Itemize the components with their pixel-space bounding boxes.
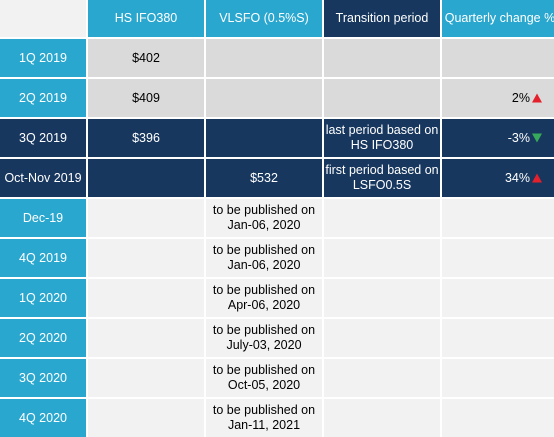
transition-cell [324,199,440,237]
hs-price-cell: $409 [88,79,204,117]
transition-cell: first period based on LSFO0.5S [324,159,440,197]
period-cell: 1Q 2020 [0,279,86,317]
publish-note: to be published on [212,403,316,417]
hs-price-cell: $396 [88,119,204,157]
period-cell: Dec-19 [0,199,86,237]
transition-line-1: first period based on [325,163,439,177]
period-cell: 4Q 2020 [0,399,86,437]
change-cell [442,279,554,317]
hs-price-cell [88,399,204,437]
transition-line-1: last period based on [325,123,439,137]
hs-price-cell [88,199,204,237]
publish-date: Jan-06, 2020 [227,218,301,232]
vlsfo-cell: to be published on Jan-06, 2020 [206,239,322,277]
period-cell: 2Q 2020 [0,319,86,357]
period-cell: 2Q 2019 [0,79,86,117]
transition-cell [324,319,440,357]
hs-price-cell [88,159,204,197]
change-cell [442,239,554,277]
transition-cell [324,239,440,277]
publish-note: to be published on [212,203,316,217]
vlsfo-cell: $532 [206,159,322,197]
vlsfo-cell: to be published on Oct-05, 2020 [206,359,322,397]
triangle-down-icon [532,133,542,143]
change-cell: 2% [442,79,554,117]
publish-date: July-03, 2020 [226,338,302,352]
transition-cell [324,399,440,437]
publish-note: to be published on [212,323,316,337]
header-blank [0,0,86,37]
hs-price-cell [88,319,204,357]
vlsfo-cell [206,39,322,77]
vlsfo-cell: to be published on Jan-06, 2020 [206,199,322,237]
transition-line-2: LSFO0.5S [352,178,412,192]
period-cell: 3Q 2020 [0,359,86,397]
vlsfo-cell: to be published on July-03, 2020 [206,319,322,357]
transition-line-2: HS IFO380 [350,138,414,152]
change-cell: -3% [442,119,554,157]
period-cell: Oct-Nov 2019 [0,159,86,197]
vlsfo-cell [206,79,322,117]
transition-cell [324,39,440,77]
triangle-up-icon [532,173,542,183]
change-cell: 34% [442,159,554,197]
change-cell [442,39,554,77]
change-cell [442,359,554,397]
header-transition-period: Transition period [324,0,440,37]
publish-date: Jan-06, 2020 [227,258,301,272]
change-cell [442,399,554,437]
change-cell [442,319,554,357]
triangle-up-icon [532,93,542,103]
transition-cell [324,79,440,117]
vlsfo-cell: to be published on Jan-11, 2021 [206,399,322,437]
period-cell: 4Q 2019 [0,239,86,277]
transition-cell: last period based on HS IFO380 [324,119,440,157]
publish-date: Jan-11, 2021 [227,418,301,432]
publish-note: to be published on [212,363,316,377]
header-vlsfo: VLSFO (0.5%S) [206,0,322,37]
transition-cell [324,279,440,317]
period-cell: 1Q 2019 [0,39,86,77]
publish-note: to be published on [212,243,316,257]
vlsfo-cell: to be published on Apr-06, 2020 [206,279,322,317]
header-quarterly-change: Quarterly change % [442,0,554,37]
change-cell [442,199,554,237]
hs-price-cell [88,279,204,317]
change-value: 2% [511,90,530,105]
publish-date: Oct-05, 2020 [227,378,301,392]
header-hs-ifo380: HS IFO380 [88,0,204,37]
change-value: -3% [507,130,530,145]
period-cell: 3Q 2019 [0,119,86,157]
change-value: 34% [504,170,530,185]
hs-price-cell [88,359,204,397]
hs-price-cell: $402 [88,39,204,77]
hs-price-cell [88,239,204,277]
publish-date: Apr-06, 2020 [227,298,301,312]
vlsfo-cell [206,119,322,157]
transition-cell [324,359,440,397]
publish-note: to be published on [212,283,316,297]
